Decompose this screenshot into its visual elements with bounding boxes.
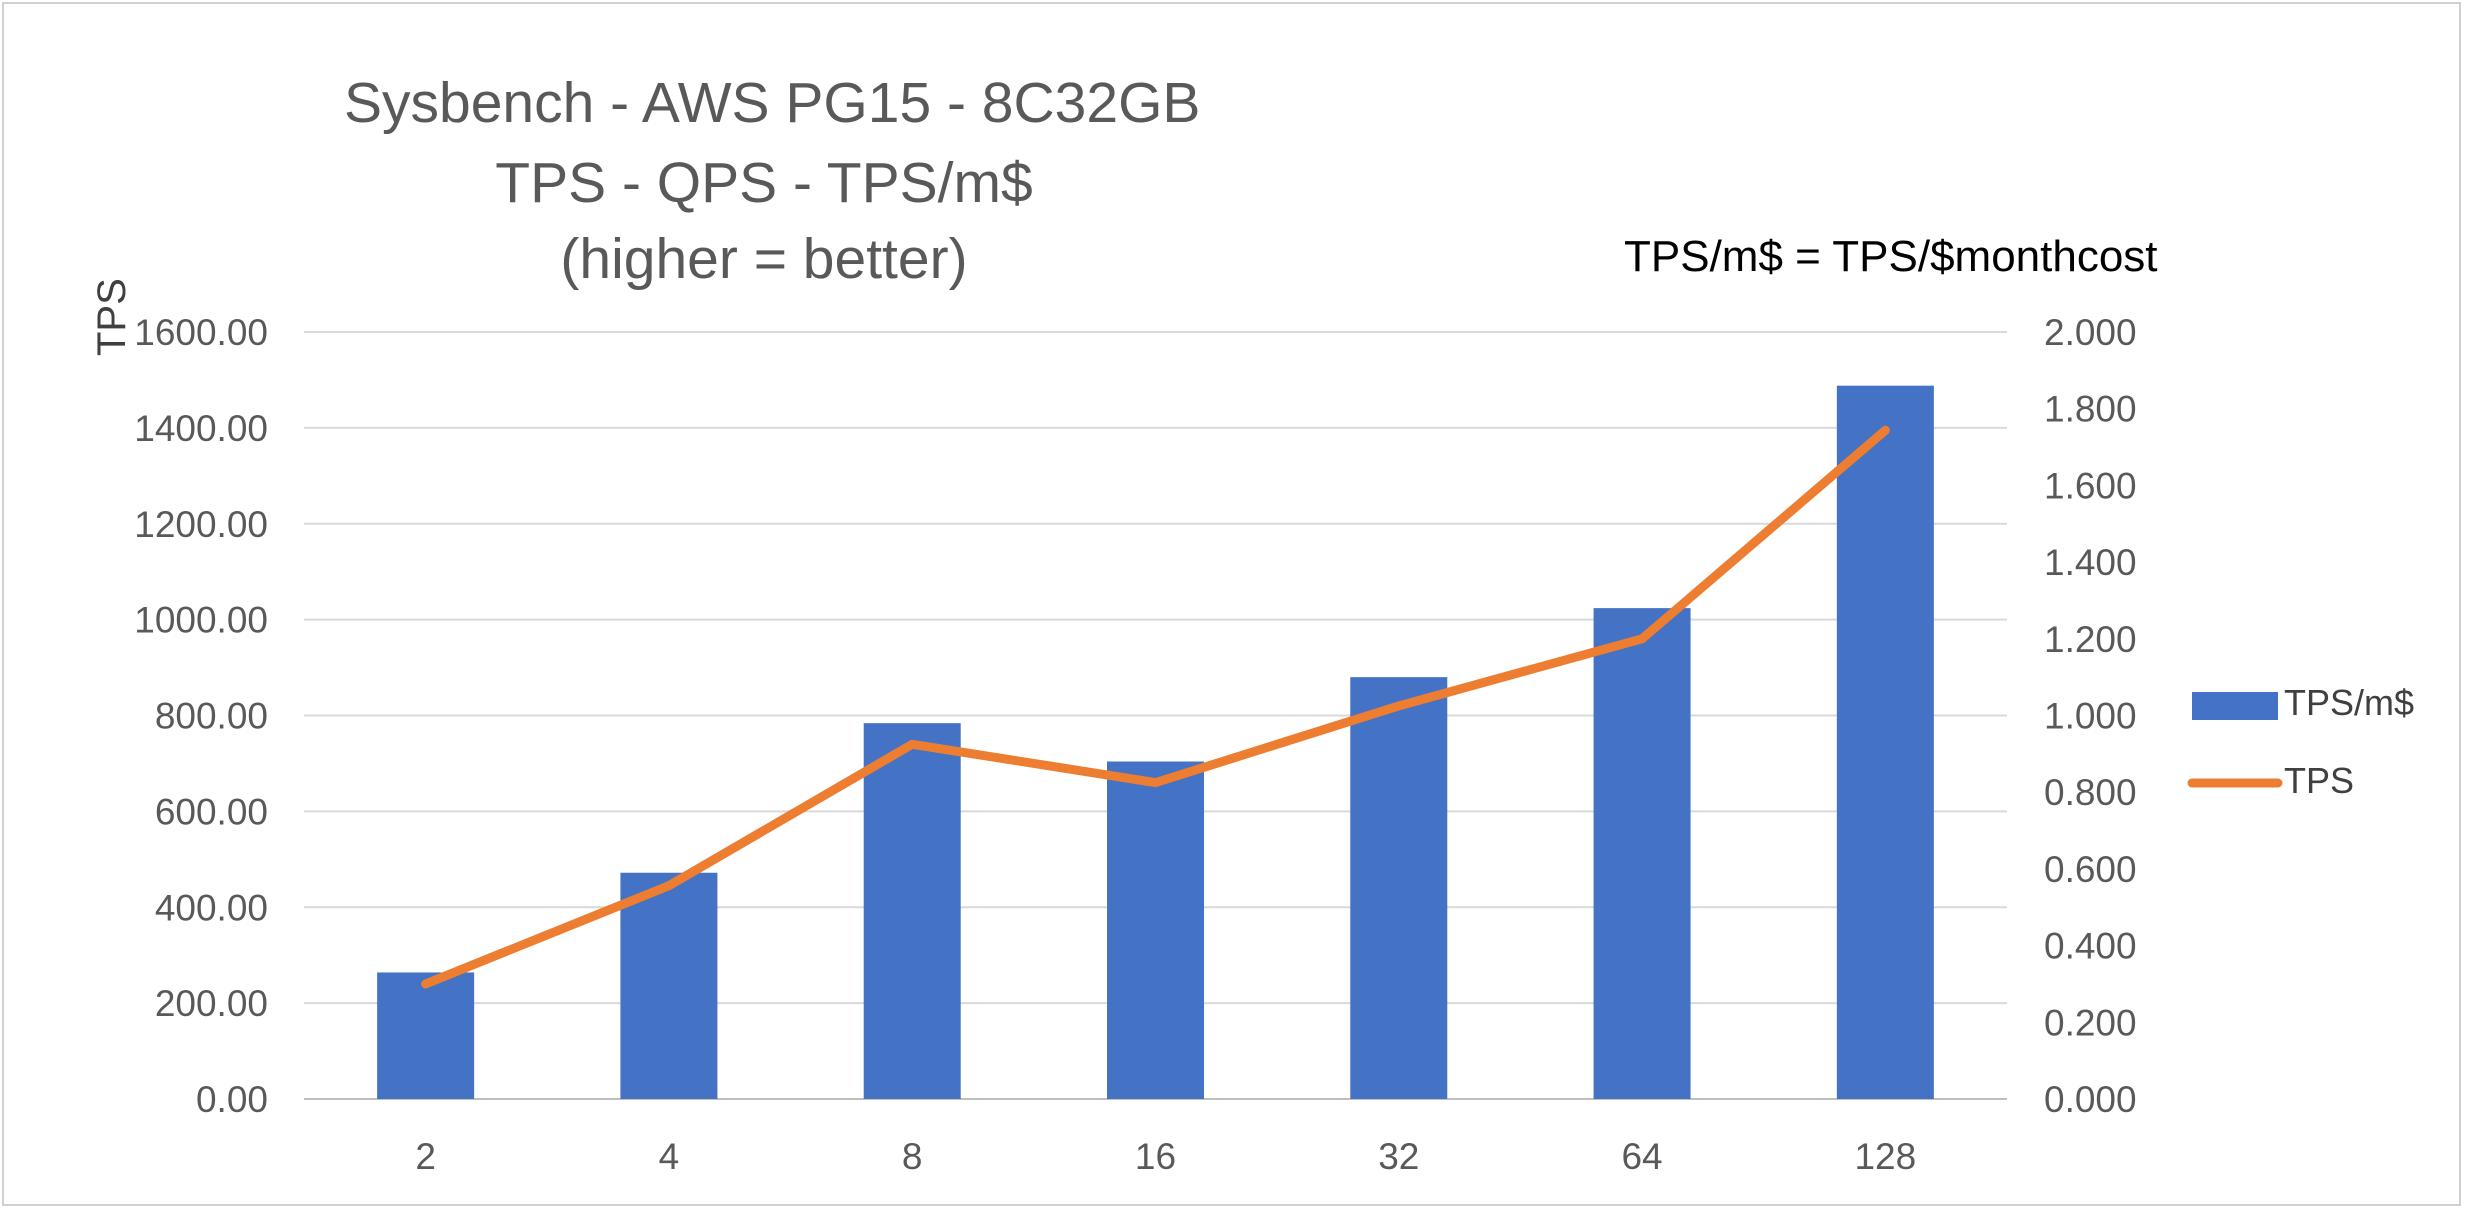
y-tick-label-left: 1000.00 [134, 600, 268, 641]
y-tick-label-left: 1200.00 [134, 504, 268, 545]
legend-label-tps-per-month-cost: TPS/m$ [2284, 682, 2415, 723]
legend-swatch-bar [2192, 692, 2278, 720]
bar [377, 972, 475, 1099]
x-tick-label: 128 [1854, 1136, 1916, 1177]
bar [620, 872, 718, 1099]
x-tick-label: 8 [902, 1136, 923, 1177]
chart-plot: 0.00 200.00 400.00 600.00 800.00 1000.00 1200.… [134, 312, 2283, 1177]
x-tick-label: 64 [1621, 1136, 1662, 1177]
y-tick-label-right: 0.200 [2044, 1002, 2137, 1043]
y-tick-label-left: 400.00 [155, 887, 268, 928]
y-tick-label-left: 800.00 [155, 696, 268, 737]
x-tick-label: 32 [1378, 1136, 1419, 1177]
y-tick-label-right: 2.000 [2044, 312, 2137, 353]
bar [1107, 761, 1204, 1099]
y-tick-label-right: 0.000 [2044, 1079, 2137, 1120]
bar [1593, 608, 1691, 1099]
bar [863, 723, 961, 1099]
y-tick-label-right: 0.600 [2044, 849, 2137, 890]
chart-title-line-1: Sysbench - AWS PG15 - 8C32GB [344, 71, 1201, 135]
chart-title-line-2: TPS - QPS - TPS/m$ [495, 151, 1033, 215]
y-tick-label-left: 1600.00 [134, 312, 268, 353]
y-tick-label-left: 1400.00 [134, 408, 268, 449]
y-tick-label-right: 0.400 [2044, 926, 2137, 967]
y-tick-label-right: 1.800 [2044, 389, 2137, 430]
y-tick-label-right: 1.600 [2044, 465, 2137, 506]
legend-label-tps: TPS [2284, 760, 2355, 801]
y-tick-label-right: 1.400 [2044, 542, 2137, 583]
x-tick-label: 4 [659, 1136, 680, 1177]
chart-annotation: TPS/m$ = TPS/$monthcost [1624, 232, 2158, 281]
y-tick-label-right: 0.800 [2044, 772, 2137, 813]
y-tick-label-right: 1.200 [2044, 619, 2137, 660]
y-tick-label-right: 1.000 [2044, 696, 2137, 737]
bar [1836, 385, 1934, 1099]
chart-title-line-3: (higher = better) [560, 227, 968, 291]
x-tick-label: 16 [1135, 1136, 1176, 1177]
y-tick-label-left: 0.00 [196, 1079, 268, 1120]
bar [1350, 677, 1448, 1099]
x-tick-label: 2 [415, 1136, 436, 1177]
y-tick-label-left: 600.00 [155, 791, 268, 832]
y-tick-label-left: 200.00 [155, 983, 268, 1024]
line-series-tps [421, 425, 1890, 989]
